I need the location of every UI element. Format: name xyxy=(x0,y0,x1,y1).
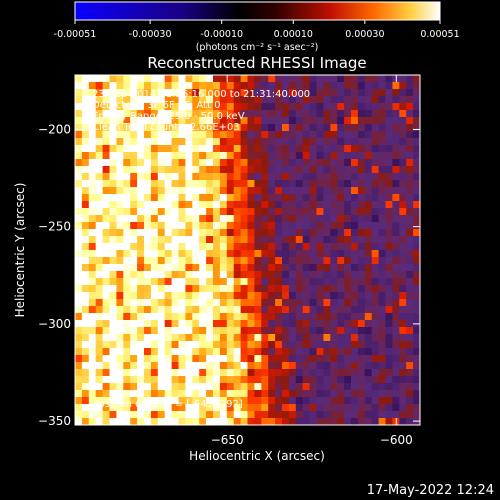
x-axis-ticks: −650−600−550 xyxy=(211,75,413,447)
y-tick-label: −350 xyxy=(38,414,71,428)
annotation-block: 23-Sep-2014 21:26:16.000 to 21:31:40.000… xyxy=(92,89,310,133)
chart-title: Reconstructed RHESSI Image xyxy=(147,54,366,72)
x-axis-label: Heliocentric X (arcsec) xyxy=(189,449,325,463)
colorbar-tick-label: 0.00051 xyxy=(420,29,459,40)
colorbar-tick-label: -0.00010 xyxy=(200,29,243,40)
x-tick-label: −600 xyxy=(380,433,413,447)
heatmap-cells xyxy=(75,75,420,425)
plot-frame xyxy=(74,74,421,426)
colorbar-tick-label: 0.00010 xyxy=(274,29,313,40)
annotation-line-3: Energy Range: 25.0 - 50.0 keV xyxy=(92,111,245,122)
colorbar-tick-label: 0.00030 xyxy=(345,29,384,40)
heatmap-image xyxy=(75,75,420,425)
annotation-line-4: Clean Total counts: 2.66E+03 xyxy=(92,122,240,133)
colorbar-ticks: -0.00051 -0.00030 -0.00010 0.00010 0.00030 0.… xyxy=(54,20,460,40)
y-tick-label: −300 xyxy=(38,317,71,331)
y-axis-ticks: −200 −250 −300 −350 xyxy=(38,122,420,428)
annotation-line-1: 23-Sep-2014 21:26:16.000 to 21:31:40.000 xyxy=(92,89,310,100)
peak-position-label: Position of Peak = [-645,-292] xyxy=(93,399,243,410)
y-axis-label: Heliocentric Y (arcsec) xyxy=(13,183,27,318)
colorbar-tick-label: -0.00051 xyxy=(54,29,97,40)
x-tick-label: −650 xyxy=(211,433,244,447)
colorbar-units-label: (photons cm⁻² s⁻¹ asec⁻²) xyxy=(196,42,319,53)
footer-timestamp: 17-May-2022 12:24 xyxy=(367,483,494,498)
colorbar-tick-label: -0.00030 xyxy=(129,29,172,40)
y-tick-label: −250 xyxy=(38,220,71,234)
colorbar: -0.00051 -0.00030 -0.00010 0.00010 0.00030 0.… xyxy=(54,1,460,53)
y-tick-label: −200 xyxy=(38,122,71,136)
annotation-line-2: Detectors: 3F 6F 9F, Att 0 xyxy=(92,100,220,111)
colorbar-gradient xyxy=(74,1,441,21)
